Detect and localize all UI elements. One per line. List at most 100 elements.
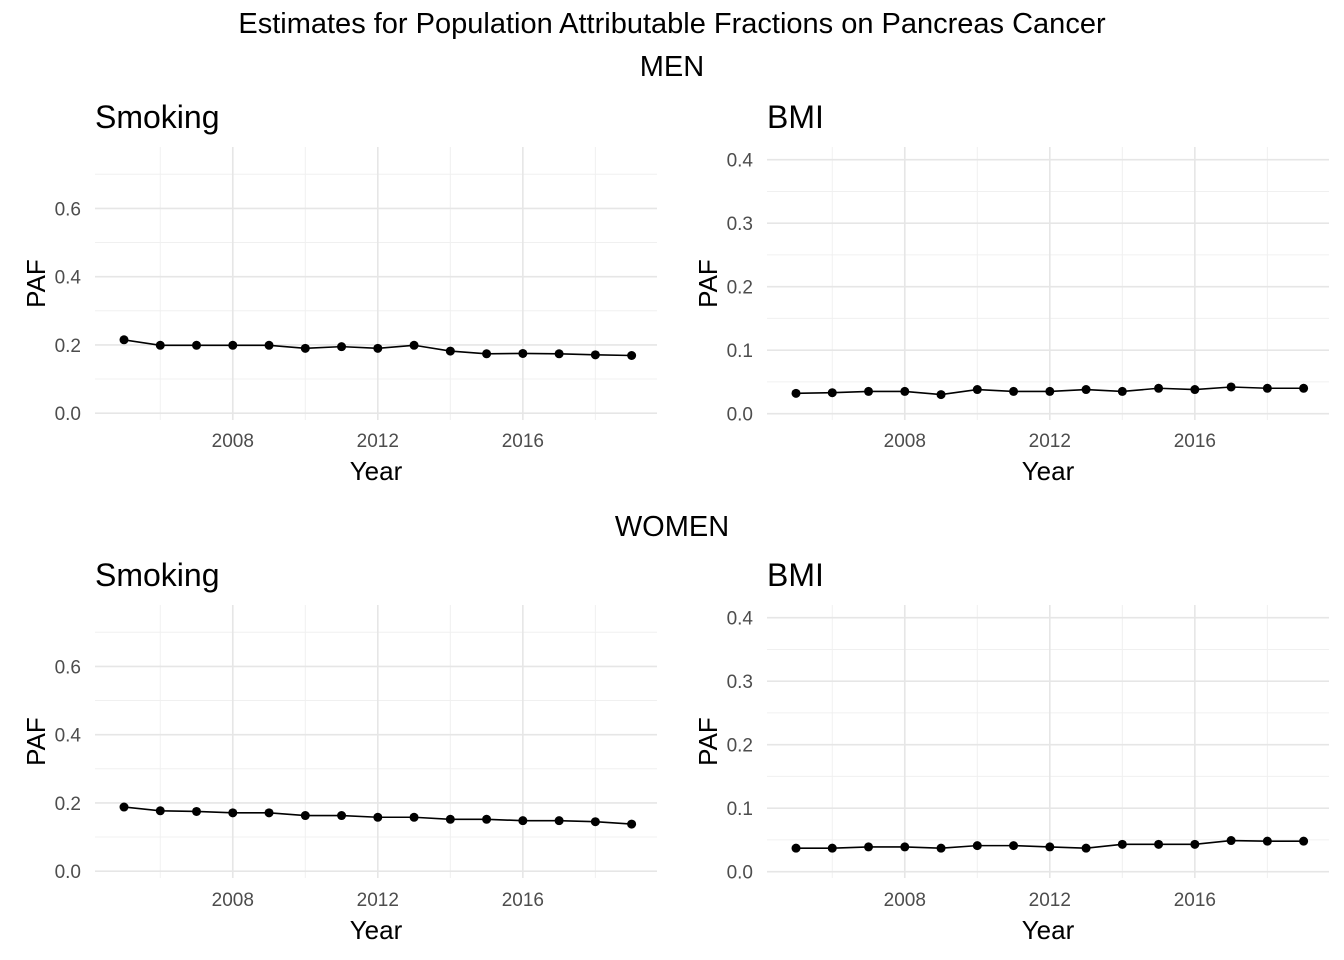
- x-axis-title: Year: [1022, 456, 1075, 486]
- y-tick-label: 0.2: [55, 794, 81, 815]
- data-point: [936, 843, 946, 853]
- figure-title: Estimates for Population Attributable Fr…: [238, 8, 1106, 40]
- x-tick-label: 2016: [502, 890, 544, 911]
- grid: [767, 147, 1329, 420]
- data-point: [1045, 842, 1055, 852]
- data-point: [1190, 385, 1200, 395]
- panel-men-bmi: 0.0 0.1 0.2 0.3 0.4 2008 2012 2016 Year PAF BMI: [693, 99, 1329, 486]
- data-point: [972, 841, 982, 851]
- data-point: [827, 388, 837, 398]
- panel-title: Smoking: [95, 557, 220, 593]
- data-point: [155, 340, 165, 350]
- data-point: [192, 340, 202, 350]
- grid: [95, 147, 657, 420]
- data-point: [791, 843, 801, 853]
- data-point: [409, 340, 419, 350]
- data-point: [1299, 836, 1309, 846]
- data-point: [1081, 843, 1091, 853]
- y-tick-label: 0.0: [727, 863, 753, 884]
- data-point: [337, 811, 347, 821]
- data-point: [119, 802, 129, 812]
- y-tick-label: 0.6: [55, 199, 81, 220]
- data-point: [1190, 839, 1200, 849]
- panel-title: BMI: [767, 99, 824, 135]
- y-tick-label: 0.2: [727, 278, 753, 299]
- data-point: [590, 817, 600, 827]
- y-axis-title: PAF: [693, 717, 723, 766]
- y-tick-label: 0.6: [55, 657, 81, 678]
- section-title-men: MEN: [640, 51, 704, 83]
- y-tick-label: 0.0: [727, 405, 753, 426]
- data-point: [864, 842, 874, 852]
- data-point: [264, 808, 274, 818]
- data-point: [936, 390, 946, 400]
- panel-women-smoking: 0.0 0.2 0.4 0.6 2008 2012 2016 Year PAF Smoking: [21, 557, 657, 945]
- data-point: [228, 808, 238, 818]
- y-axis-title: PAF: [693, 259, 723, 308]
- data-point: [409, 812, 419, 822]
- data-point: [1226, 382, 1236, 392]
- x-tick-label: 2008: [212, 431, 254, 452]
- data-point: [791, 388, 801, 398]
- data-point: [900, 386, 910, 396]
- panel-title: Smoking: [95, 99, 220, 135]
- y-tick-label: 0.2: [727, 736, 753, 757]
- x-tick-label: 2008: [212, 890, 254, 911]
- x-tick-label: 2016: [502, 431, 544, 452]
- data-point: [264, 340, 274, 350]
- data-point: [1117, 386, 1127, 396]
- data-point: [518, 348, 528, 358]
- data-point: [554, 349, 564, 359]
- data-point: [972, 385, 982, 395]
- grid: [95, 605, 657, 878]
- y-tick-label: 0.4: [727, 609, 754, 630]
- y-axis-title: PAF: [21, 259, 51, 308]
- data-point: [373, 812, 383, 822]
- data-point: [192, 806, 202, 816]
- data-point: [1262, 383, 1272, 393]
- panels: 0.0 0.2 0.4 0.6 2008 2012 2016 Year PAF Smoking 0.…: [21, 99, 1329, 945]
- data-point: [1154, 383, 1164, 393]
- x-tick-label: 2016: [1174, 431, 1216, 452]
- data-point: [1299, 383, 1309, 393]
- y-tick-label: 0.4: [55, 268, 82, 289]
- data-point: [1226, 836, 1236, 846]
- data-point: [554, 816, 564, 826]
- data-point: [445, 814, 455, 824]
- x-tick-label: 2008: [884, 890, 926, 911]
- x-tick-label: 2012: [1029, 431, 1071, 452]
- data-point: [482, 349, 492, 359]
- data-point: [590, 350, 600, 360]
- data-point: [228, 340, 238, 350]
- data-point: [1009, 841, 1019, 851]
- x-tick-label: 2008: [884, 431, 926, 452]
- data-point: [900, 842, 910, 852]
- y-tick-label: 0.0: [55, 404, 81, 425]
- data-point: [1009, 386, 1019, 396]
- data-point: [482, 814, 492, 824]
- data-point: [1117, 839, 1127, 849]
- data-point: [155, 806, 165, 816]
- data-point: [518, 816, 528, 826]
- x-tick-label: 2012: [357, 431, 399, 452]
- data-point: [373, 343, 383, 353]
- data-point: [337, 342, 347, 352]
- data-point: [1081, 385, 1091, 395]
- y-axis-title: PAF: [21, 717, 51, 766]
- x-axis-title: Year: [1022, 915, 1075, 945]
- data-point: [1154, 839, 1164, 849]
- panel-women-bmi: 0.0 0.1 0.2 0.3 0.4 2008 2012 2016 Year PAF BMI: [693, 557, 1329, 945]
- section-title-women: WOMEN: [615, 511, 729, 543]
- data-point: [119, 335, 129, 345]
- y-tick-label: 0.3: [727, 214, 753, 235]
- panel-title: BMI: [767, 557, 824, 593]
- x-tick-label: 2012: [1029, 890, 1071, 911]
- x-tick-label: 2016: [1174, 890, 1216, 911]
- data-point: [300, 343, 310, 353]
- y-tick-label: 0.3: [727, 672, 753, 693]
- x-axis-title: Year: [350, 456, 403, 486]
- panel-men-smoking: 0.0 0.2 0.4 0.6 2008 2012 2016 Year PAF Smoking: [21, 99, 657, 486]
- y-tick-label: 0.1: [727, 799, 753, 820]
- grid: [767, 605, 1329, 878]
